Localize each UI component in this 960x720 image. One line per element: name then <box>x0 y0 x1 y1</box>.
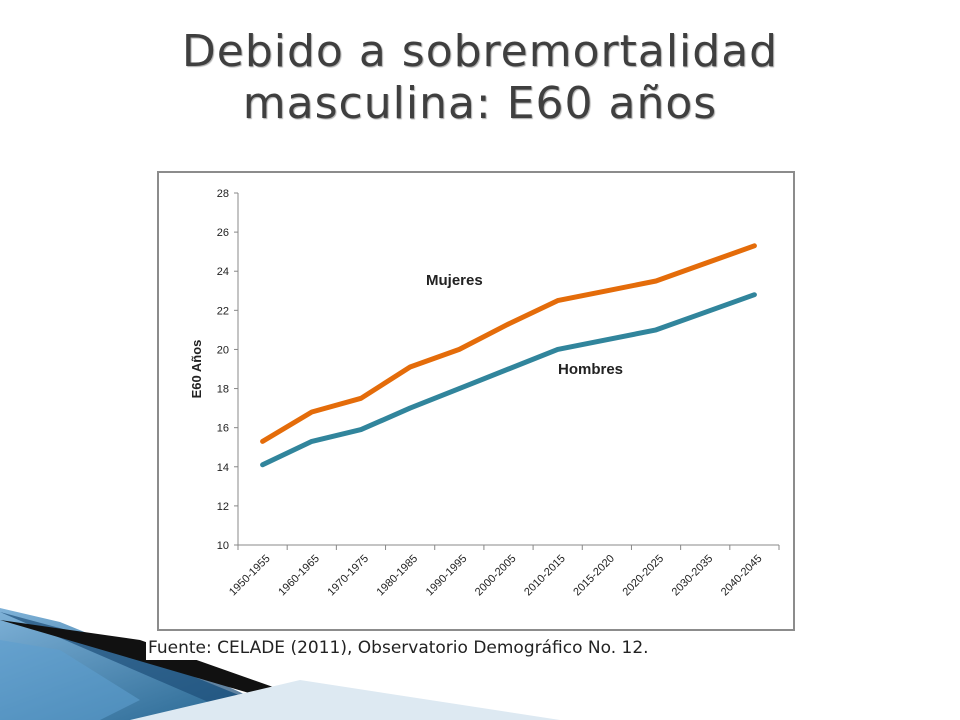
data-point-mujeres <box>407 364 413 370</box>
annotation-hombres: Hombres <box>558 361 623 378</box>
x-tick-label: 2020-2025 <box>620 553 666 599</box>
chart-frame: 10 12 14 16 18 20 22 24 26 28 1950-1955 1960-1965 19… <box>157 171 795 631</box>
y-tick-label: 26 <box>217 227 229 239</box>
data-point-mujeres <box>457 347 462 352</box>
x-tick-label: 2000-2005 <box>473 553 519 599</box>
title-line-2: masculina: E60 años <box>242 78 718 129</box>
source-note: Fuente: CELADE (2011), Observatorio Demo… <box>146 636 653 660</box>
y-tick-label: 10 <box>217 540 229 552</box>
y-tick-label: 28 <box>217 188 229 200</box>
data-point-hombres <box>653 327 659 333</box>
data-point-mujeres <box>506 321 511 327</box>
data-point-hombres <box>555 347 560 352</box>
y-tick-label: 22 <box>217 305 229 317</box>
x-tick-label: 1990-1995 <box>424 553 470 599</box>
x-tick-label: 1970-1975 <box>325 553 371 599</box>
x-tick-label: 1980-1985 <box>375 553 421 599</box>
data-point-mujeres <box>309 409 314 415</box>
x-tick-label: 1960-1965 <box>276 553 322 599</box>
x-tick-label: 2015-2020 <box>571 553 617 599</box>
x-tick-label: 2040-2045 <box>719 553 765 599</box>
data-point-hombres <box>604 337 610 342</box>
y-tick-label: 18 <box>217 384 229 396</box>
data-point-mujeres <box>752 243 757 248</box>
data-point-hombres <box>752 292 757 297</box>
x-tick-label: 2030-2035 <box>670 553 716 599</box>
data-point-mujeres <box>555 298 560 303</box>
data-point-mujeres <box>703 261 708 266</box>
data-point-hombres <box>309 439 314 444</box>
x-tick-label: 1950-1955 <box>227 553 273 599</box>
data-point-hombres <box>506 366 511 372</box>
y-tick-label: 12 <box>217 501 229 513</box>
y-tick-label: 16 <box>217 423 229 435</box>
data-point-mujeres <box>260 439 265 444</box>
page-title: Debido a sobremortalidad masculina: E60 … <box>0 26 960 130</box>
series-line-hombres <box>260 292 757 468</box>
data-point-mujeres <box>604 288 610 293</box>
title-line-1: Debido a sobremortalidad <box>181 26 779 77</box>
data-point-hombres <box>407 405 413 411</box>
data-point-mujeres <box>653 278 659 284</box>
data-point-hombres <box>703 310 708 315</box>
y-tick-label: 24 <box>217 266 229 278</box>
data-point-mujeres <box>358 396 364 401</box>
y-tick-label: 20 <box>217 344 229 356</box>
annotation-mujeres: Mujeres <box>426 272 483 289</box>
data-point-hombres <box>358 427 364 432</box>
data-point-hombres <box>457 386 462 391</box>
y-axis-title: E60 Años <box>189 340 204 399</box>
data-point-hombres <box>260 462 265 468</box>
y-tick-label: 14 <box>217 462 229 474</box>
series-line-mujeres <box>260 243 757 444</box>
x-tick-label: 2010-2015 <box>522 553 568 599</box>
